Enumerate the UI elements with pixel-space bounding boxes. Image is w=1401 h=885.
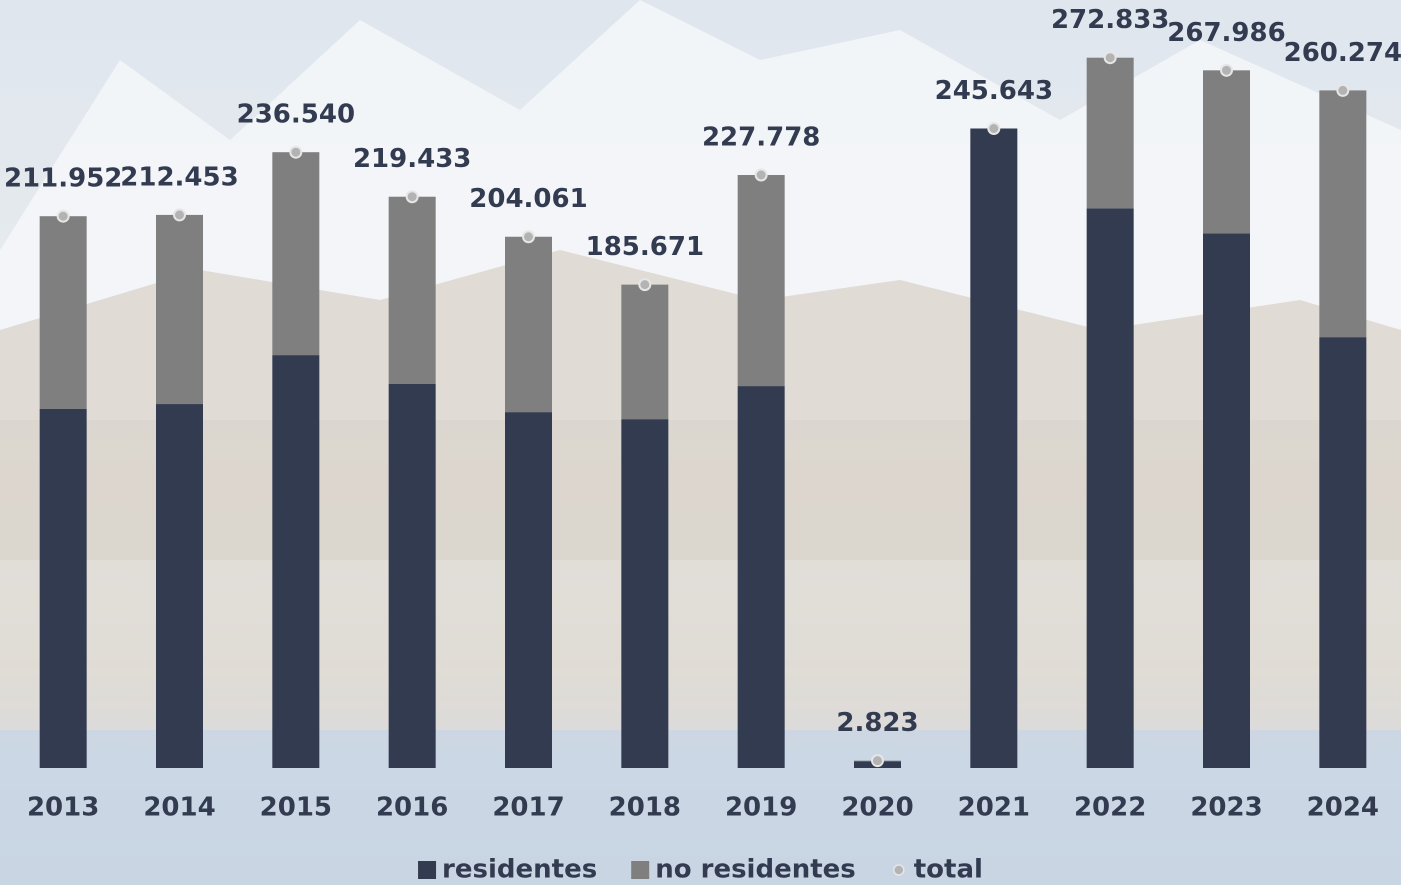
bar-segment [505, 237, 552, 412]
data-label: 236.540 [237, 100, 355, 130]
legend-marker [418, 861, 436, 879]
data-label: 272.833 [1051, 5, 1169, 35]
bar-segment [1203, 70, 1250, 233]
bar-segment [272, 355, 319, 768]
data-label: 212.453 [120, 162, 238, 192]
data-label: 227.778 [702, 123, 820, 153]
bar-segment [1087, 58, 1134, 209]
x-tick-label: 2022 [1074, 793, 1146, 823]
bar-segment [1319, 337, 1366, 768]
bar-segment [621, 419, 668, 768]
bar-segment [1319, 90, 1366, 337]
background [0, 0, 1401, 885]
data-label: 204.061 [469, 184, 587, 214]
bar-segment [621, 285, 668, 420]
bar-segment [40, 409, 87, 768]
legend-item: no residentes [631, 855, 856, 885]
total-point [290, 147, 301, 158]
total-point [872, 755, 883, 766]
x-tick-label: 2015 [260, 793, 332, 823]
legend-label: total [914, 855, 983, 885]
legend-item: residentes [418, 855, 597, 885]
bar-segment [156, 215, 203, 404]
bar-segment [40, 216, 87, 409]
bar-segment [156, 404, 203, 768]
total-point [407, 191, 418, 202]
total-point [58, 211, 69, 222]
bar-segment [389, 384, 436, 768]
total-point [988, 123, 999, 134]
data-label: 2.823 [836, 708, 918, 738]
data-label: 211.952 [4, 164, 122, 194]
x-tick-label: 2023 [1190, 793, 1262, 823]
data-label: 245.643 [935, 76, 1053, 106]
legend-marker [894, 865, 904, 875]
total-point [639, 279, 650, 290]
total-point [1337, 85, 1348, 96]
total-point [1221, 65, 1232, 76]
bar-segment [970, 128, 1017, 768]
x-tick-label: 2014 [143, 793, 215, 823]
data-label: 219.433 [353, 144, 471, 174]
x-tick-label: 2017 [492, 793, 564, 823]
legend-marker [631, 861, 649, 879]
data-label: 260.274 [1284, 38, 1401, 68]
bar-segment [738, 175, 785, 386]
bar-segment [1203, 233, 1250, 768]
data-label: 185.671 [586, 232, 704, 262]
x-tick-label: 2024 [1307, 793, 1379, 823]
x-tick-label: 2016 [376, 793, 448, 823]
x-tick-label: 2019 [725, 793, 797, 823]
bar-segment [738, 386, 785, 768]
legend-label: no residentes [655, 855, 856, 885]
x-tick-label: 2020 [841, 793, 913, 823]
chart: 2013 2014 2015 2016 2017 2018 2019 2020 2021 2022… [0, 0, 1401, 885]
total-point [174, 209, 185, 220]
total-point [523, 231, 534, 242]
bar-segment [505, 412, 552, 768]
total-point [1105, 52, 1116, 63]
total-point [756, 170, 767, 181]
x-tick-label: 2018 [609, 793, 681, 823]
bar-segment [272, 152, 319, 355]
x-tick-label: 2013 [27, 793, 99, 823]
x-tick-label: 2021 [958, 793, 1030, 823]
bar-segment [389, 197, 436, 384]
data-label: 267.986 [1167, 18, 1285, 48]
legend-label: residentes [442, 855, 597, 885]
bar-segment [1087, 208, 1134, 768]
